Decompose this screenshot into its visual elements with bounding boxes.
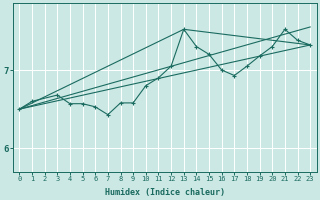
X-axis label: Humidex (Indice chaleur): Humidex (Indice chaleur): [105, 188, 225, 197]
